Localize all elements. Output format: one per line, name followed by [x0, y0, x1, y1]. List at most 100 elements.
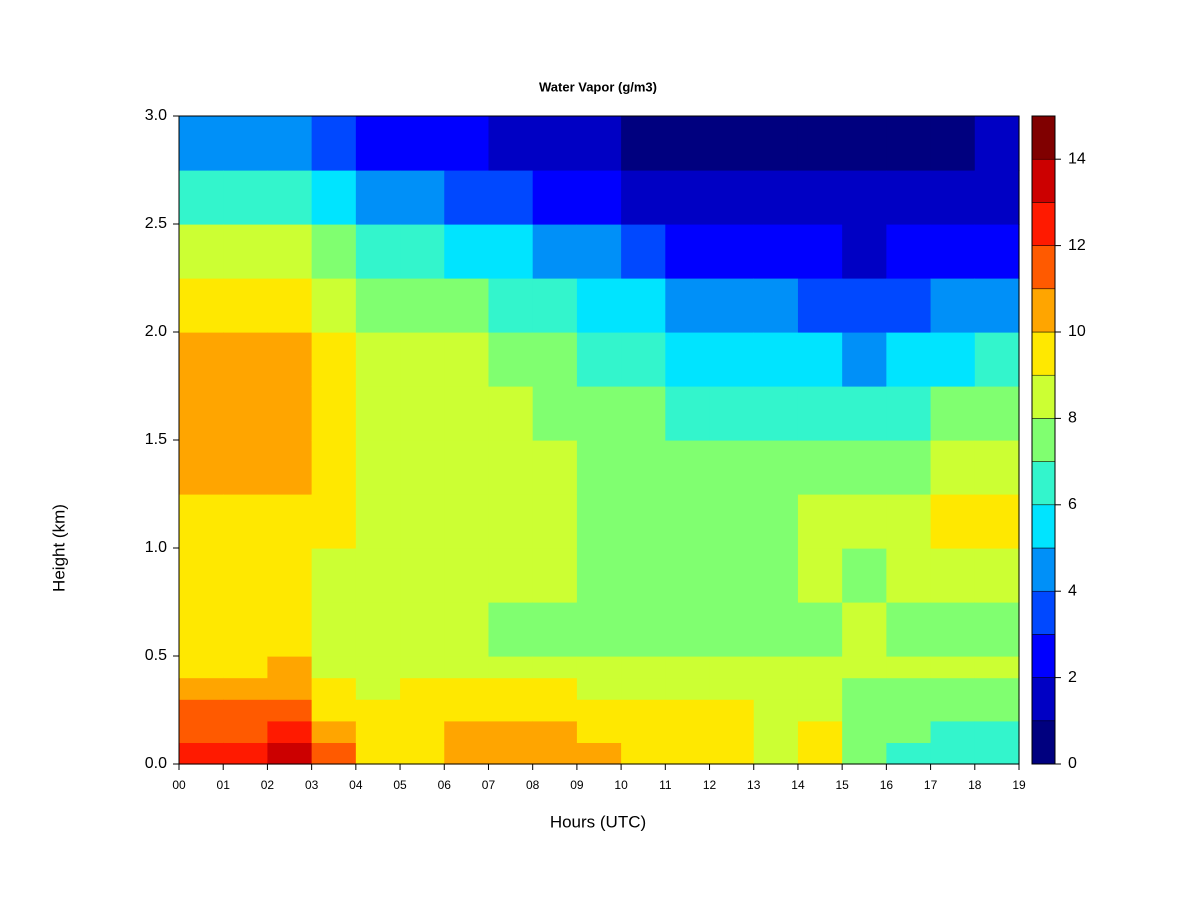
contour-cell	[665, 116, 711, 171]
x-axis-label: Hours (UTC)	[550, 812, 646, 831]
contour-cell	[930, 116, 976, 171]
contour-cell	[532, 677, 578, 700]
contour-cell	[400, 656, 445, 679]
contour-cell	[400, 548, 445, 603]
contour-cell	[753, 116, 799, 171]
contour-cell	[355, 170, 401, 225]
contour-cell	[223, 602, 269, 657]
contour-cell	[444, 170, 490, 225]
contour-cell	[886, 677, 932, 700]
contour-cell	[886, 742, 932, 765]
contour-cell	[930, 494, 976, 549]
contour-cell	[886, 602, 932, 657]
contour-cell	[576, 440, 622, 495]
contour-cell	[444, 720, 490, 743]
contour-cell	[355, 224, 401, 279]
colorbar-tick-label: 4	[1068, 582, 1077, 599]
contour-cell	[311, 602, 357, 657]
contour-cell	[223, 440, 269, 495]
contour-cell	[532, 386, 578, 441]
colorbar-segment	[1031, 115, 1056, 160]
contour-cell	[267, 742, 313, 765]
contour-cell	[709, 224, 755, 279]
contour-cell	[488, 656, 534, 679]
contour-cell	[709, 440, 755, 495]
contour-cell	[400, 677, 445, 700]
x-tick-label: 00	[172, 778, 186, 792]
colorbar-border	[1031, 115, 1056, 765]
contour-cell	[444, 116, 490, 171]
contour-cell	[709, 720, 755, 743]
contour-cell	[267, 224, 313, 279]
contour-cell	[576, 699, 622, 722]
contour-cell	[665, 720, 711, 743]
contour-cell	[576, 224, 622, 279]
contour-cell	[179, 170, 224, 225]
colorbar-segment	[1031, 288, 1056, 333]
contour-cell	[179, 699, 224, 722]
contour-cell	[267, 440, 313, 495]
contour-cell	[179, 332, 224, 387]
x-tick-label: 01	[217, 778, 231, 792]
contour-cell	[797, 677, 843, 700]
contour-cell	[223, 170, 269, 225]
contour-cell	[444, 440, 490, 495]
x-tick-label: 09	[570, 778, 584, 792]
contour-cell	[311, 548, 357, 603]
contour-cell	[665, 332, 711, 387]
contour-cell	[311, 332, 357, 387]
contour-cell	[223, 494, 269, 549]
contour-cell	[488, 602, 534, 657]
contour-cell	[709, 699, 755, 722]
contour-cell	[974, 548, 1020, 603]
contour-cell	[179, 602, 224, 657]
contour-cell	[223, 116, 269, 171]
contour-cell	[576, 548, 622, 603]
x-tick-label: 18	[968, 778, 982, 792]
contour-cell	[355, 548, 401, 603]
contour-cell	[488, 116, 534, 171]
contour-cell	[179, 548, 224, 603]
contour-cell	[930, 656, 976, 679]
contour-cell	[621, 548, 666, 603]
contour-cell	[974, 386, 1020, 441]
contour-cell	[400, 386, 445, 441]
contour-cell	[355, 116, 401, 171]
x-tick-label: 11	[659, 778, 672, 792]
contour-cell	[311, 742, 357, 765]
contour-cell	[842, 699, 887, 722]
contour-cell	[223, 224, 269, 279]
contour-cell	[179, 494, 224, 549]
contour-cell	[179, 720, 224, 743]
y-tick-label: 2.5	[145, 215, 167, 232]
contour-cell	[444, 278, 490, 333]
contour-cell	[532, 699, 578, 722]
contour-cell	[532, 494, 578, 549]
contour-cell	[621, 170, 666, 225]
contour-cell	[355, 602, 401, 657]
contour-cell	[444, 699, 490, 722]
colorbar-tick-label: 0	[1068, 755, 1077, 772]
contour-cell	[842, 548, 887, 603]
contour-cell	[753, 278, 799, 333]
contour-cell	[223, 677, 269, 700]
contour-cell	[753, 548, 799, 603]
contour-cell	[488, 494, 534, 549]
contour-cell	[532, 720, 578, 743]
contour-cell	[709, 742, 755, 765]
y-tick-label: 2.0	[145, 323, 167, 340]
colorbar-segment	[1031, 504, 1056, 549]
contour-cell	[709, 278, 755, 333]
contour-cell	[753, 720, 799, 743]
contour-cell	[400, 720, 445, 743]
contour-cell	[621, 677, 666, 700]
contour-cell	[532, 278, 578, 333]
colorbar-tick-label: 14	[1068, 150, 1086, 167]
colorbar-segment	[1031, 245, 1056, 290]
x-tick-label: 12	[703, 778, 717, 792]
contour-cell	[753, 656, 799, 679]
contour-cell	[267, 720, 313, 743]
colorbar-tick-label: 2	[1068, 669, 1077, 686]
contour-cell	[179, 278, 224, 333]
contour-cell	[930, 386, 976, 441]
